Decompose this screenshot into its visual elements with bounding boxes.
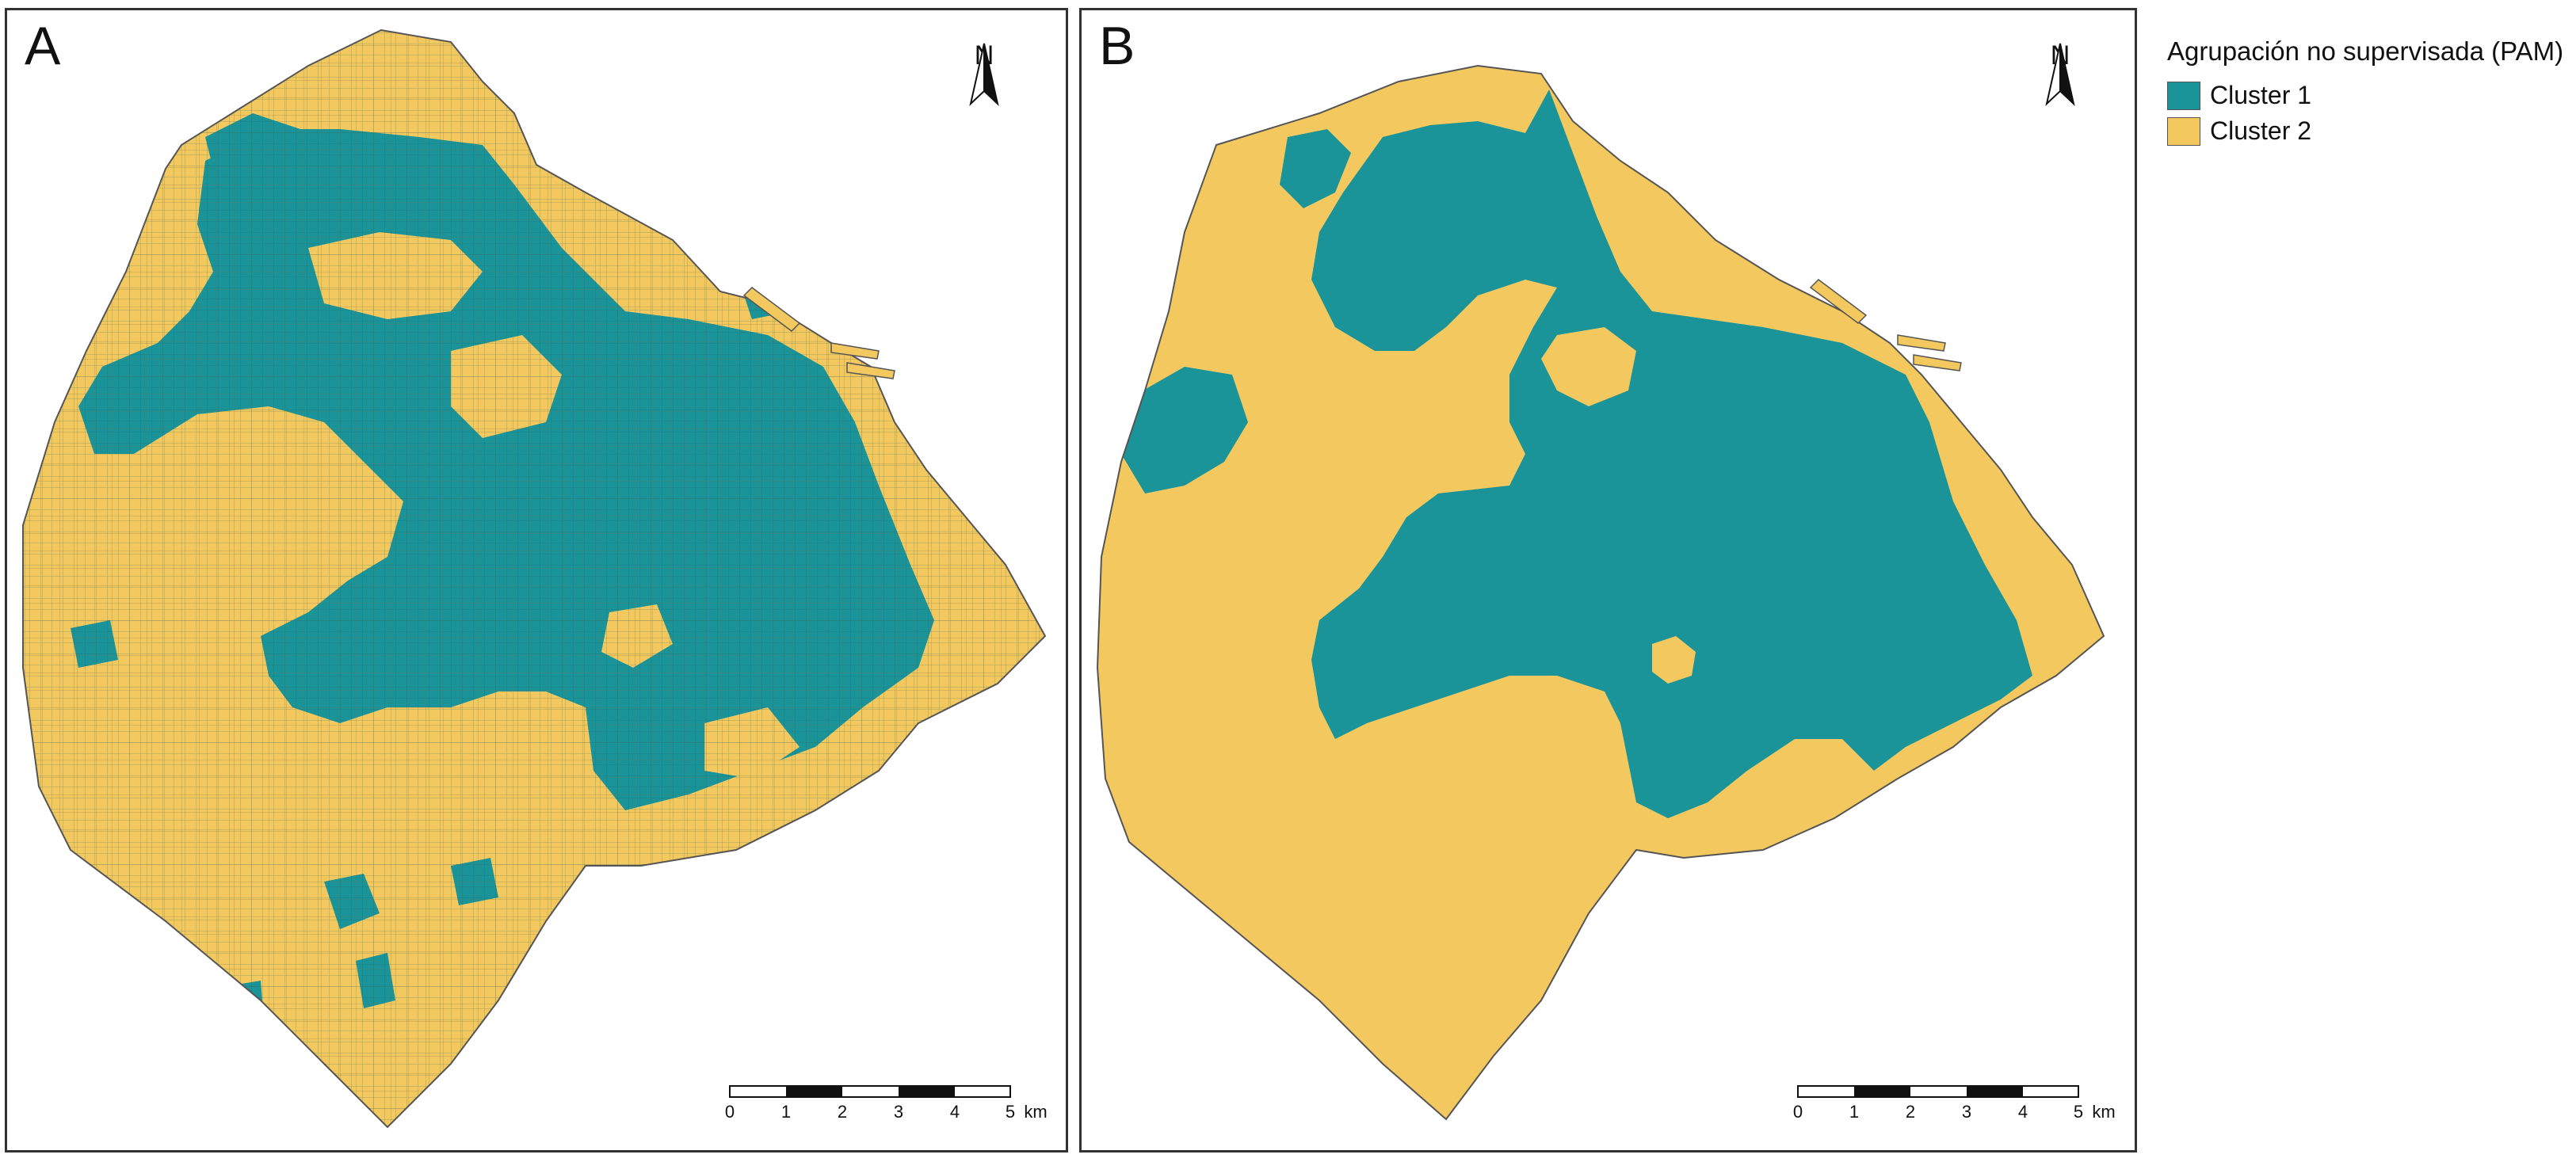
map-b-svg bbox=[1096, 64, 2105, 1121]
city-boundary bbox=[1096, 64, 2105, 1121]
cluster1-region bbox=[1311, 90, 2032, 818]
map-b-regions bbox=[1097, 66, 2104, 1119]
map-panel-b: B N 0 1 2 3 4 5 km bbox=[1079, 8, 2137, 1152]
scale-tick-2: 2 bbox=[1906, 1102, 1915, 1122]
legend-swatch-cluster-2 bbox=[2167, 116, 2200, 146]
scale-tick-1: 1 bbox=[1849, 1102, 1859, 1122]
legend: Agrupación no supervisada (PAM) Cluster … bbox=[2167, 36, 2563, 152]
map-a-regions bbox=[23, 30, 1045, 1127]
cluster1-region bbox=[1280, 129, 1351, 208]
north-arrow: N bbox=[2032, 40, 2088, 106]
scale-unit: km bbox=[1024, 1102, 1047, 1122]
north-arrow: N bbox=[956, 40, 1012, 106]
port-docks bbox=[742, 287, 895, 379]
scale-tick-2: 2 bbox=[838, 1102, 847, 1122]
legend-label-cluster-2: Cluster 2 bbox=[2210, 116, 2312, 145]
legend-swatch-cluster-1 bbox=[2167, 81, 2200, 110]
cell-texture-fine bbox=[23, 30, 1045, 1127]
scale-tick-3: 3 bbox=[1962, 1102, 1971, 1122]
panel-label: B bbox=[1099, 16, 1135, 76]
scale-tick-0: 0 bbox=[1793, 1102, 1803, 1122]
scale-tick-1: 1 bbox=[781, 1102, 791, 1122]
legend-item-cluster-1: Cluster 1 bbox=[2167, 81, 2563, 110]
map-a-svg bbox=[22, 29, 1047, 1129]
scale-bar-graphic: 0 1 2 3 4 5 km bbox=[725, 1085, 1048, 1122]
scale-tick-5: 5 bbox=[1006, 1102, 1015, 1122]
map-panel-a: A N 0 1 2 3 4 5 km bbox=[5, 8, 1068, 1152]
port-docks bbox=[1809, 279, 1962, 371]
cluster1-region bbox=[1121, 367, 1248, 493]
legend-title: Agrupación no supervisada (PAM) bbox=[2167, 36, 2564, 66]
north-arrow-icon bbox=[969, 43, 999, 106]
north-arrow-icon bbox=[2045, 43, 2075, 106]
legend-label-cluster-1: Cluster 1 bbox=[2210, 81, 2312, 109]
scale-tick-4: 4 bbox=[950, 1102, 960, 1122]
scale-tick-3: 3 bbox=[894, 1102, 903, 1122]
scale-unit: km bbox=[2092, 1102, 2115, 1122]
cluster2-region bbox=[1652, 636, 1696, 684]
scale-tick-4: 4 bbox=[2018, 1102, 2028, 1122]
scale-tick-5: 5 bbox=[2074, 1102, 2083, 1122]
scale-bar-graphic: 0 1 2 3 4 5 km bbox=[1793, 1085, 2116, 1122]
legend-item-cluster-2: Cluster 2 bbox=[2167, 116, 2563, 146]
scale-tick-0: 0 bbox=[725, 1102, 735, 1122]
panel-label: A bbox=[25, 16, 61, 76]
cluster2-region bbox=[1541, 327, 1636, 406]
city-boundary bbox=[22, 29, 1047, 1129]
